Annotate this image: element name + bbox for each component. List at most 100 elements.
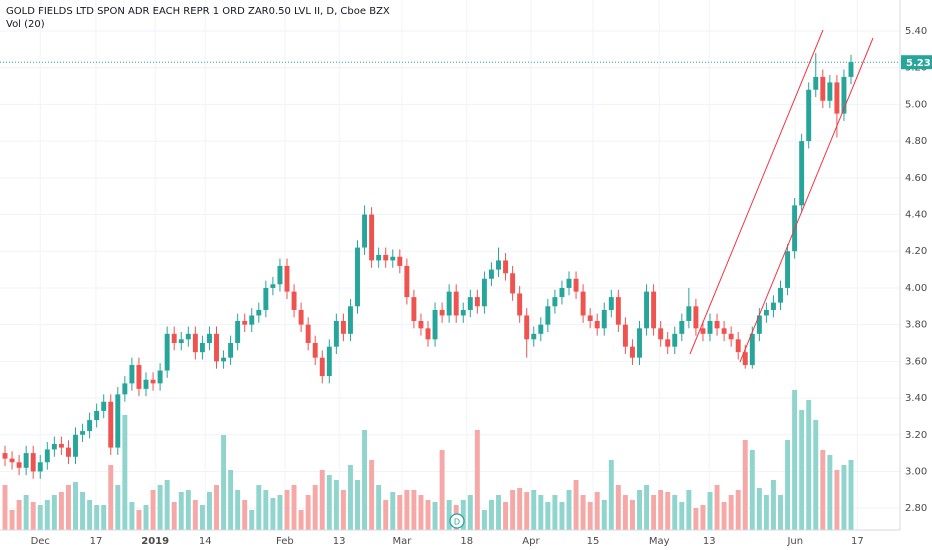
candle-body — [108, 401, 114, 448]
candle-body — [51, 443, 57, 450]
volume-bar — [87, 500, 93, 530]
volume-bar — [841, 465, 847, 530]
volume-bar — [637, 490, 642, 530]
volume-bar — [284, 490, 290, 530]
y-tick-label: 5.00 — [905, 99, 927, 110]
candle-body — [524, 315, 530, 340]
candle-body — [552, 297, 558, 307]
y-tick-label: 4.00 — [905, 283, 927, 294]
volume-bar — [488, 500, 494, 530]
candle-body — [432, 309, 438, 340]
candle-body — [615, 297, 621, 325]
candle-body — [644, 291, 650, 329]
candle-body — [298, 309, 304, 325]
candle-body — [80, 431, 86, 435]
candle-body — [2, 453, 8, 459]
volume-bar — [721, 502, 727, 530]
x-tick-label: 15 — [587, 536, 600, 547]
candle-body — [362, 214, 368, 248]
volume-bar — [221, 435, 227, 530]
volume-bar — [531, 490, 537, 530]
volume-bar — [524, 492, 530, 530]
volume-bar — [651, 495, 657, 530]
volume-bar — [474, 430, 480, 530]
candle-body — [171, 333, 177, 343]
volume-bar — [446, 500, 452, 530]
volume-bar — [573, 480, 579, 530]
candle-body — [319, 357, 325, 377]
volume-bar — [756, 488, 762, 530]
candle-body — [460, 309, 466, 316]
candle-body — [256, 309, 262, 316]
volume-bar — [150, 490, 156, 530]
volume-bar — [270, 498, 276, 530]
candle-body — [235, 320, 241, 343]
candle-body — [580, 291, 586, 316]
candle-body — [185, 333, 191, 340]
volume-bar — [785, 440, 791, 530]
volume-bar — [629, 500, 635, 530]
y-tick-label: 5.40 — [905, 26, 927, 37]
volume-bar — [827, 455, 833, 530]
axes: 2.80 3.00 3.20 3.40 3.60 3.80 4.00 4.20 4.40 4.60… — [0, 26, 932, 547]
volume-bar — [763, 495, 769, 530]
volume-bar — [369, 460, 375, 530]
candle-body — [841, 76, 847, 114]
candle-body — [517, 293, 523, 316]
volume-bar — [686, 490, 692, 530]
volume-bar — [16, 500, 22, 530]
x-tick-label: 2019 — [141, 536, 169, 547]
y-tick-label: 4.40 — [905, 210, 927, 221]
volume-bar — [559, 502, 565, 530]
candle-body — [312, 342, 318, 358]
candle-body — [164, 333, 170, 371]
volume-bar — [792, 390, 798, 530]
volume-bar — [164, 480, 170, 530]
volume-bar — [580, 495, 586, 530]
candle-body — [9, 458, 15, 463]
volume-bar — [622, 495, 628, 530]
candle-body — [453, 291, 459, 316]
volume-bar — [319, 470, 325, 530]
volume-bar — [778, 495, 783, 530]
volume-bar — [37, 505, 43, 530]
volume-bar — [418, 495, 424, 530]
volume-label: Vol (20) — [6, 19, 45, 30]
volume-bar — [263, 490, 269, 530]
candle-body — [58, 443, 64, 448]
last-price-badge — [901, 55, 932, 70]
candle-body — [827, 82, 833, 101]
x-tick-label: 13 — [703, 536, 716, 547]
volume-bar — [383, 500, 389, 530]
volume-bar — [206, 492, 212, 530]
volume-bar — [242, 500, 248, 530]
y-tick-label: 4.80 — [905, 136, 927, 147]
volume-bar — [566, 490, 572, 530]
y-tick-label: 4.20 — [905, 246, 927, 257]
candle-body — [756, 315, 762, 334]
volume-bar — [658, 490, 664, 530]
dividend-marker[interactable] — [449, 513, 465, 529]
candle-body — [834, 82, 840, 114]
volume-bar — [813, 420, 819, 530]
candle-body — [73, 434, 78, 457]
candle-body — [622, 324, 628, 347]
y-tick-label: 3.60 — [905, 356, 927, 367]
candle-body — [686, 306, 692, 321]
candle-body — [214, 333, 219, 362]
volume-bar — [23, 495, 29, 530]
candle-body — [411, 297, 417, 321]
candle-body — [263, 287, 269, 310]
volume-bar — [129, 502, 135, 530]
candle-body — [531, 333, 537, 340]
candle-body — [679, 320, 685, 334]
candle-body — [129, 365, 135, 384]
candle-body — [101, 401, 107, 411]
candle-body — [735, 339, 741, 353]
volume-bar — [256, 485, 262, 530]
candle-body — [573, 278, 579, 292]
volume-bar — [714, 485, 720, 530]
volume-bar — [108, 465, 114, 530]
volume-bar — [2, 485, 8, 530]
candle-body — [559, 287, 565, 298]
